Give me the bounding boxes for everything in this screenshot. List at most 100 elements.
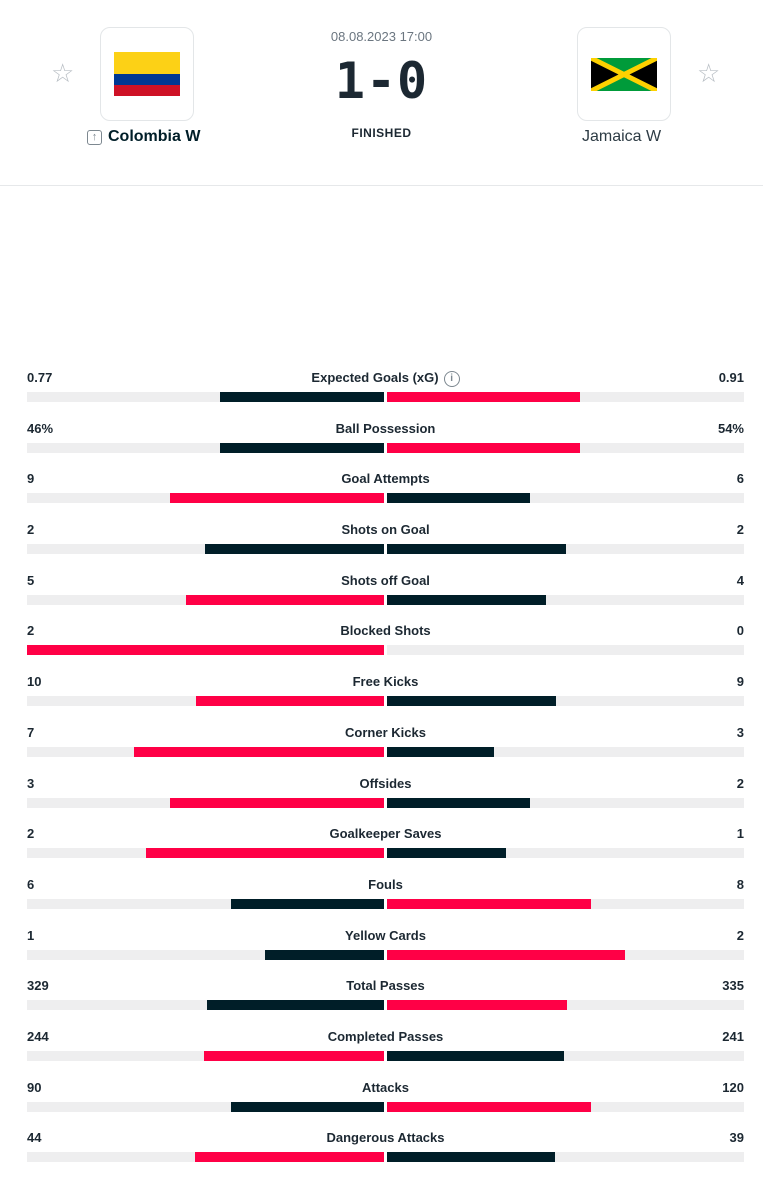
favorite-away-star-icon[interactable]: ☆: [697, 58, 721, 88]
favorite-home-star-icon[interactable]: ☆: [51, 58, 75, 88]
stat-home-bar: [204, 1050, 384, 1061]
stat-away-bar-track: [387, 1101, 744, 1112]
stat-away-bar-track: [387, 898, 744, 909]
stat-away-bar-track: [387, 544, 744, 555]
stat-away-bar-track: [387, 645, 744, 656]
stat-label-text: Dangerous Attacks: [326, 1130, 445, 1146]
stat-label: Corner Kicks: [27, 725, 744, 740]
stat-away-value: 2: [736, 775, 744, 791]
stat-away-value: 120: [722, 1079, 744, 1095]
stat-home-bar: [220, 442, 384, 453]
stat-away-bar-track: [387, 696, 744, 707]
match-header: ☆ ↑ Colombia W 08.08.2023 17:00 1-0 FINIS…: [0, 0, 763, 186]
stat-label: Total Passes: [27, 978, 744, 993]
stat-row: 9 Goal Attempts 6: [27, 469, 744, 520]
stat-home-bar-track: [27, 1050, 384, 1061]
stat-row: 2 Shots on Goal 2: [27, 520, 744, 571]
stat-home-bar: [170, 493, 384, 504]
stat-label: Shots off Goal: [27, 573, 744, 588]
stat-away-value: 8: [736, 876, 744, 892]
stat-away-value: 2: [736, 927, 744, 943]
stat-home-value: 44: [27, 1130, 42, 1146]
stat-away-value: 6: [736, 471, 744, 487]
stat-row: 6 Fouls 8: [27, 875, 744, 926]
arrow-up-icon: ↑: [87, 130, 102, 145]
stat-away-bar-track: [387, 442, 744, 453]
stat-row: 90 Attacks 120: [27, 1078, 744, 1129]
stat-away-bar-track: [387, 493, 744, 504]
stat-home-bar-track: [27, 848, 384, 859]
stat-label-text: Total Passes: [346, 978, 425, 994]
stat-away-bar: [387, 392, 580, 402]
stat-label-text: Goalkeeper Saves: [329, 826, 442, 842]
stat-home-bar-track: [27, 594, 384, 605]
stat-label-text: Free Kicks: [352, 674, 419, 690]
stat-away-value: 1: [736, 826, 744, 842]
stat-home-value: 90: [27, 1079, 42, 1095]
stat-away-bar-track: [387, 1000, 744, 1011]
away-team-name[interactable]: Jamaica W: [582, 128, 662, 145]
stat-label-text: Fouls: [368, 876, 403, 892]
stat-away-bar: [387, 949, 625, 960]
stat-away-bar-track: [387, 746, 744, 757]
stat-away-bar: [387, 746, 494, 757]
stat-row: 10 Free Kicks 9: [27, 672, 744, 723]
stat-home-value: 244: [27, 1028, 49, 1044]
stat-away-bar: [387, 898, 591, 909]
stat-row: 7 Corner Kicks 3: [27, 723, 744, 774]
stat-home-bar-track: [27, 442, 384, 453]
stat-away-bar-track: [387, 797, 744, 808]
stat-label-text: Goal Attempts: [341, 471, 430, 487]
stat-away-bar: [387, 493, 530, 504]
stat-away-bar: [387, 696, 556, 707]
stat-home-bar: [27, 645, 384, 656]
stat-home-bar-track: [27, 392, 384, 402]
stat-home-value: 329: [27, 978, 49, 994]
away-team-logo[interactable]: [577, 27, 671, 121]
stat-home-bar-track: [27, 949, 384, 960]
stat-home-bar: [205, 544, 384, 555]
home-team-logo[interactable]: [100, 27, 194, 121]
stat-label-text: Ball Possession: [335, 420, 436, 436]
stat-home-value: 0.77: [27, 370, 53, 385]
stat-home-bar-track: [27, 696, 384, 707]
stat-away-bar: [387, 1101, 591, 1112]
stat-label-text: Expected Goals (xG): [311, 370, 439, 385]
stat-label-text: Shots on Goal: [341, 522, 430, 538]
stat-home-bar-track: [27, 797, 384, 808]
stat-row: 3 Offsides 2: [27, 774, 744, 825]
stat-label-text: Shots off Goal: [341, 572, 430, 588]
stat-away-bar-track: [387, 1050, 744, 1061]
stat-label: Ball Possession: [27, 421, 744, 436]
stat-home-bar-track: [27, 746, 384, 757]
stat-home-bar: [231, 898, 384, 909]
stat-label: Free Kicks: [27, 674, 744, 689]
stat-away-bar-track: [387, 392, 744, 402]
stat-away-value: 241: [722, 1028, 744, 1044]
info-icon[interactable]: i: [443, 371, 460, 387]
stat-home-value: 46%: [27, 420, 54, 436]
stat-home-bar-track: [27, 1152, 384, 1163]
stat-home-bar-track: [27, 1101, 384, 1112]
stat-away-bar-track: [387, 848, 744, 859]
stat-away-value: 2: [736, 522, 744, 538]
stat-away-bar: [387, 848, 506, 859]
stat-label: Yellow Cards: [27, 928, 744, 943]
stat-label: Fouls: [27, 877, 744, 892]
stat-row: 0.77 Expected Goals (xG) i 0.91: [27, 368, 744, 419]
stat-away-bar-track: [387, 949, 744, 960]
stat-row: 329 Total Passes 335: [27, 976, 744, 1027]
stat-label: Goalkeeper Saves: [27, 826, 744, 841]
stat-away-bar: [387, 1000, 567, 1011]
stat-row: 44 Dangerous Attacks 39: [27, 1128, 744, 1179]
stat-label-text: Corner Kicks: [345, 724, 426, 740]
stat-label: Dangerous Attacks: [27, 1130, 744, 1145]
stat-away-bar: [387, 442, 580, 453]
stat-label: Attacks: [27, 1080, 744, 1095]
jamaica-flag-icon: [591, 57, 657, 91]
stat-away-value: 0: [736, 623, 744, 639]
stat-label: Shots on Goal: [27, 522, 744, 537]
stat-home-bar: [195, 1152, 384, 1163]
stat-home-bar: [220, 392, 384, 402]
home-team-name[interactable]: ↑ Colombia W: [87, 128, 200, 146]
